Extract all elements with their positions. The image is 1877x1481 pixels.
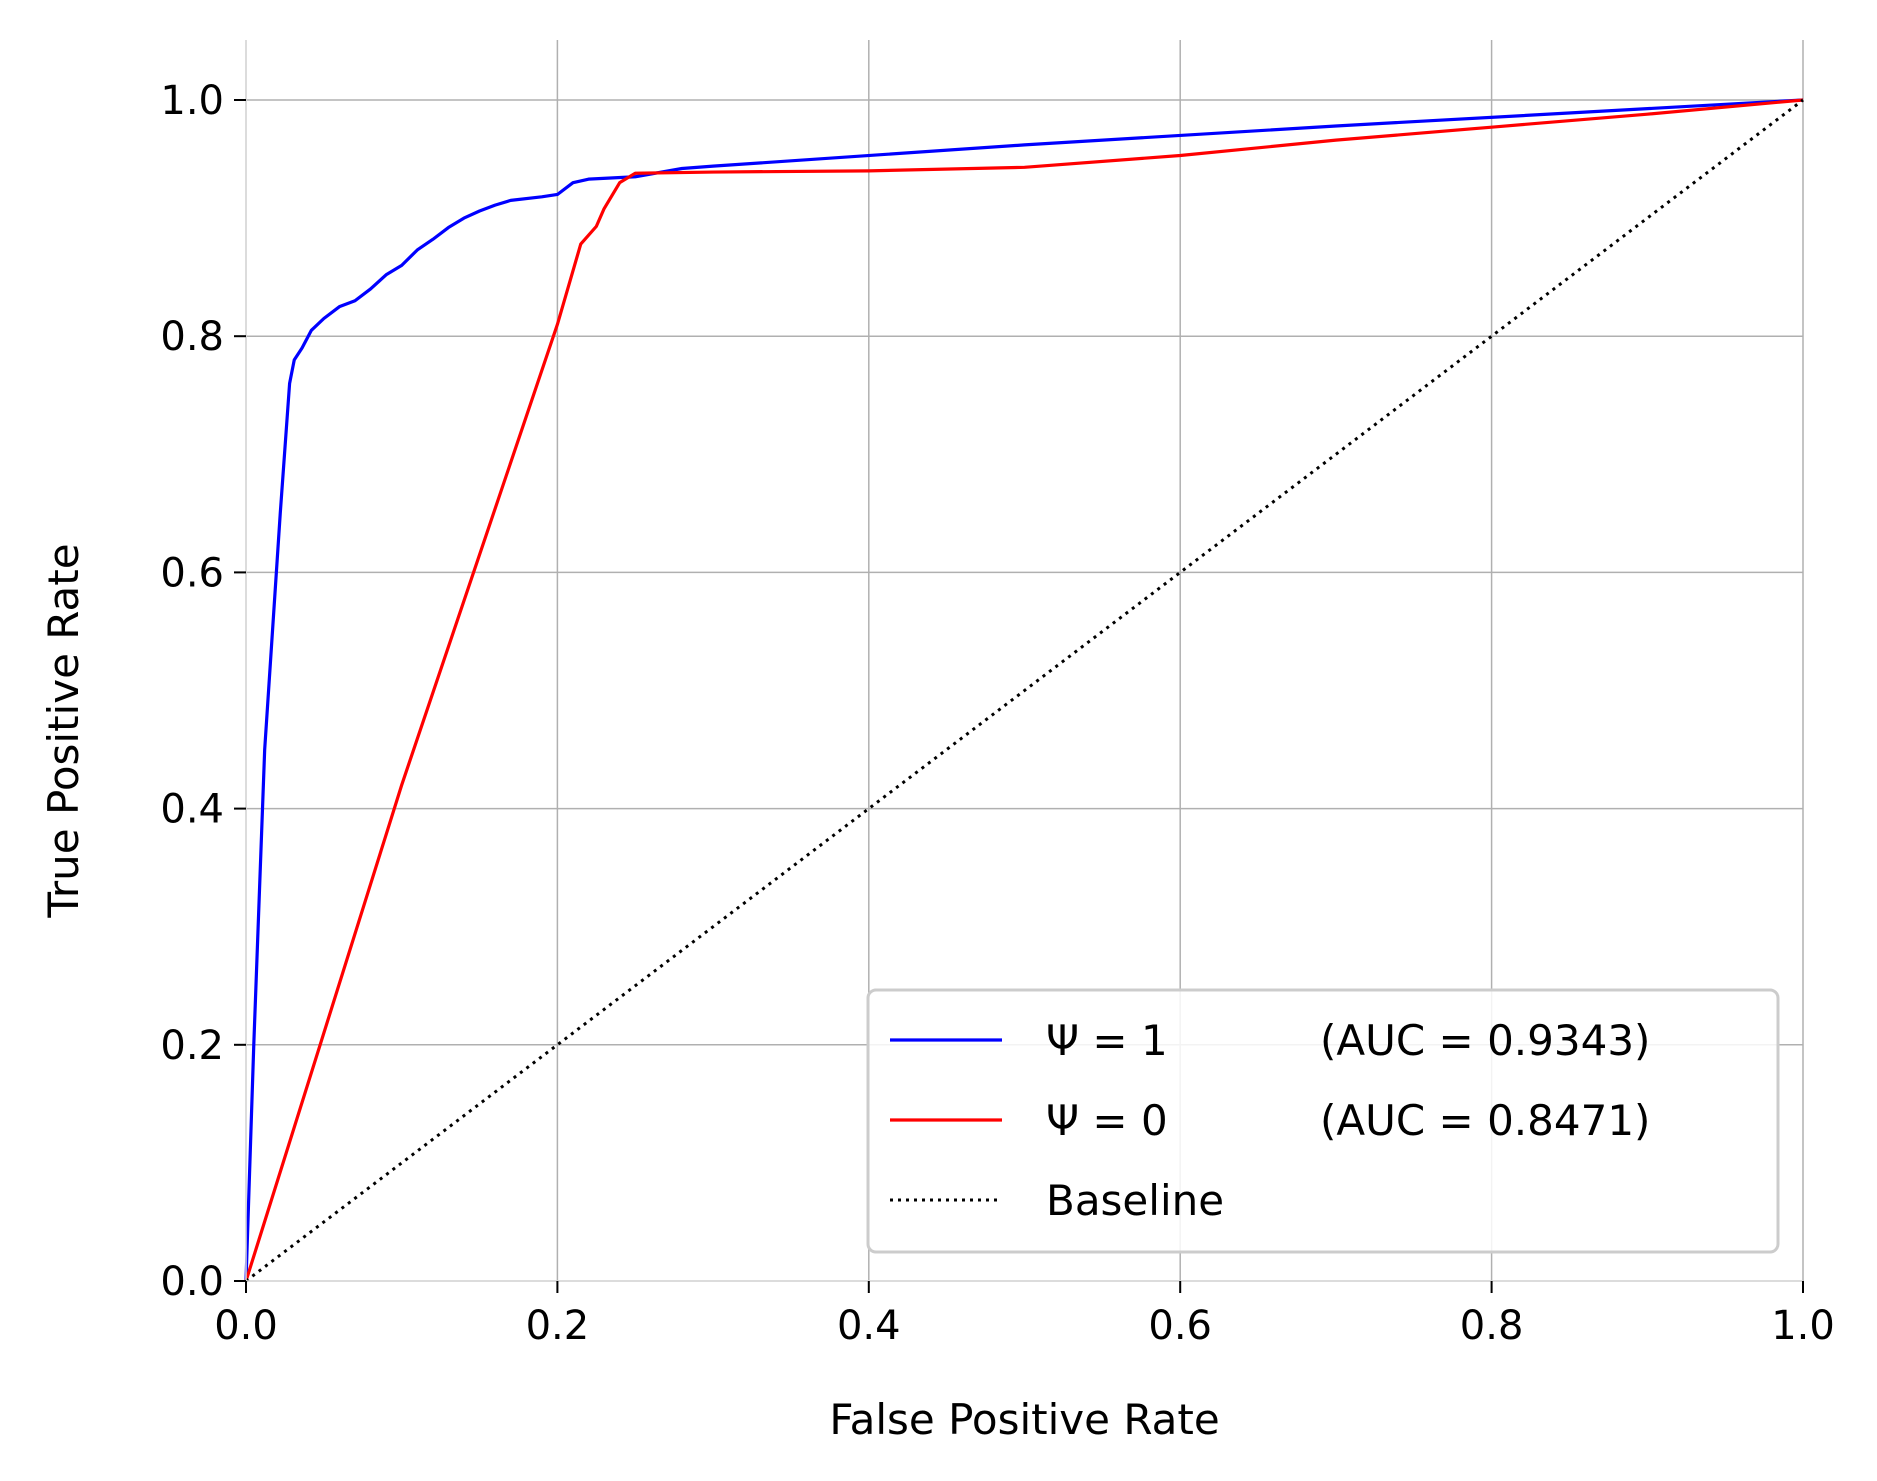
- x-tick-label: 0.4: [837, 1303, 901, 1349]
- y-tick-label: 0.6: [160, 550, 224, 596]
- x-tick-label: 0.2: [526, 1303, 590, 1349]
- y-tick-label: 0.0: [160, 1259, 224, 1305]
- legend-label-1: Ψ = 0: [1046, 1096, 1168, 1145]
- x-tick-label: 0.6: [1148, 1303, 1212, 1349]
- series-line-0: [244, 98, 1804, 1282]
- legend-auc-1: (AUC = 0.8471): [1320, 1096, 1650, 1145]
- legend-label-2: Baseline: [1046, 1176, 1224, 1225]
- series-line-2: [245, 98, 1804, 1283]
- x-tick-label: 0.8: [1460, 1303, 1524, 1349]
- y-axis-label: True Positive Rate: [39, 543, 88, 918]
- axes: 0.0 0.2 0.4 0.6 0.8 1.0 0.0 0.2 0.4 0.6 0.8 1.0: [160, 40, 1835, 1349]
- legend-frame: [866, 988, 1780, 1254]
- legend-auc-0: (AUC = 0.9343): [1320, 1016, 1650, 1065]
- series-lines: [244, 98, 1804, 1283]
- series-line-1: [244, 98, 1804, 1282]
- x-axis-label: False Positive Rate: [829, 1395, 1219, 1444]
- y-tick-label: 0.4: [160, 787, 224, 833]
- y-tick-label: 0.8: [160, 314, 224, 360]
- legend-label-0: Ψ = 1: [1046, 1016, 1168, 1065]
- legend: Ψ = 1 (AUC = 0.9343) Ψ = 0 (AUC = 0.8471) Ba…: [866, 988, 1780, 1254]
- y-tick-label: 1.0: [160, 78, 224, 124]
- x-tick-label: 0.0: [214, 1303, 278, 1349]
- y-tick-label: 0.2: [160, 1023, 224, 1069]
- x-tick-label: 1.0: [1771, 1303, 1835, 1349]
